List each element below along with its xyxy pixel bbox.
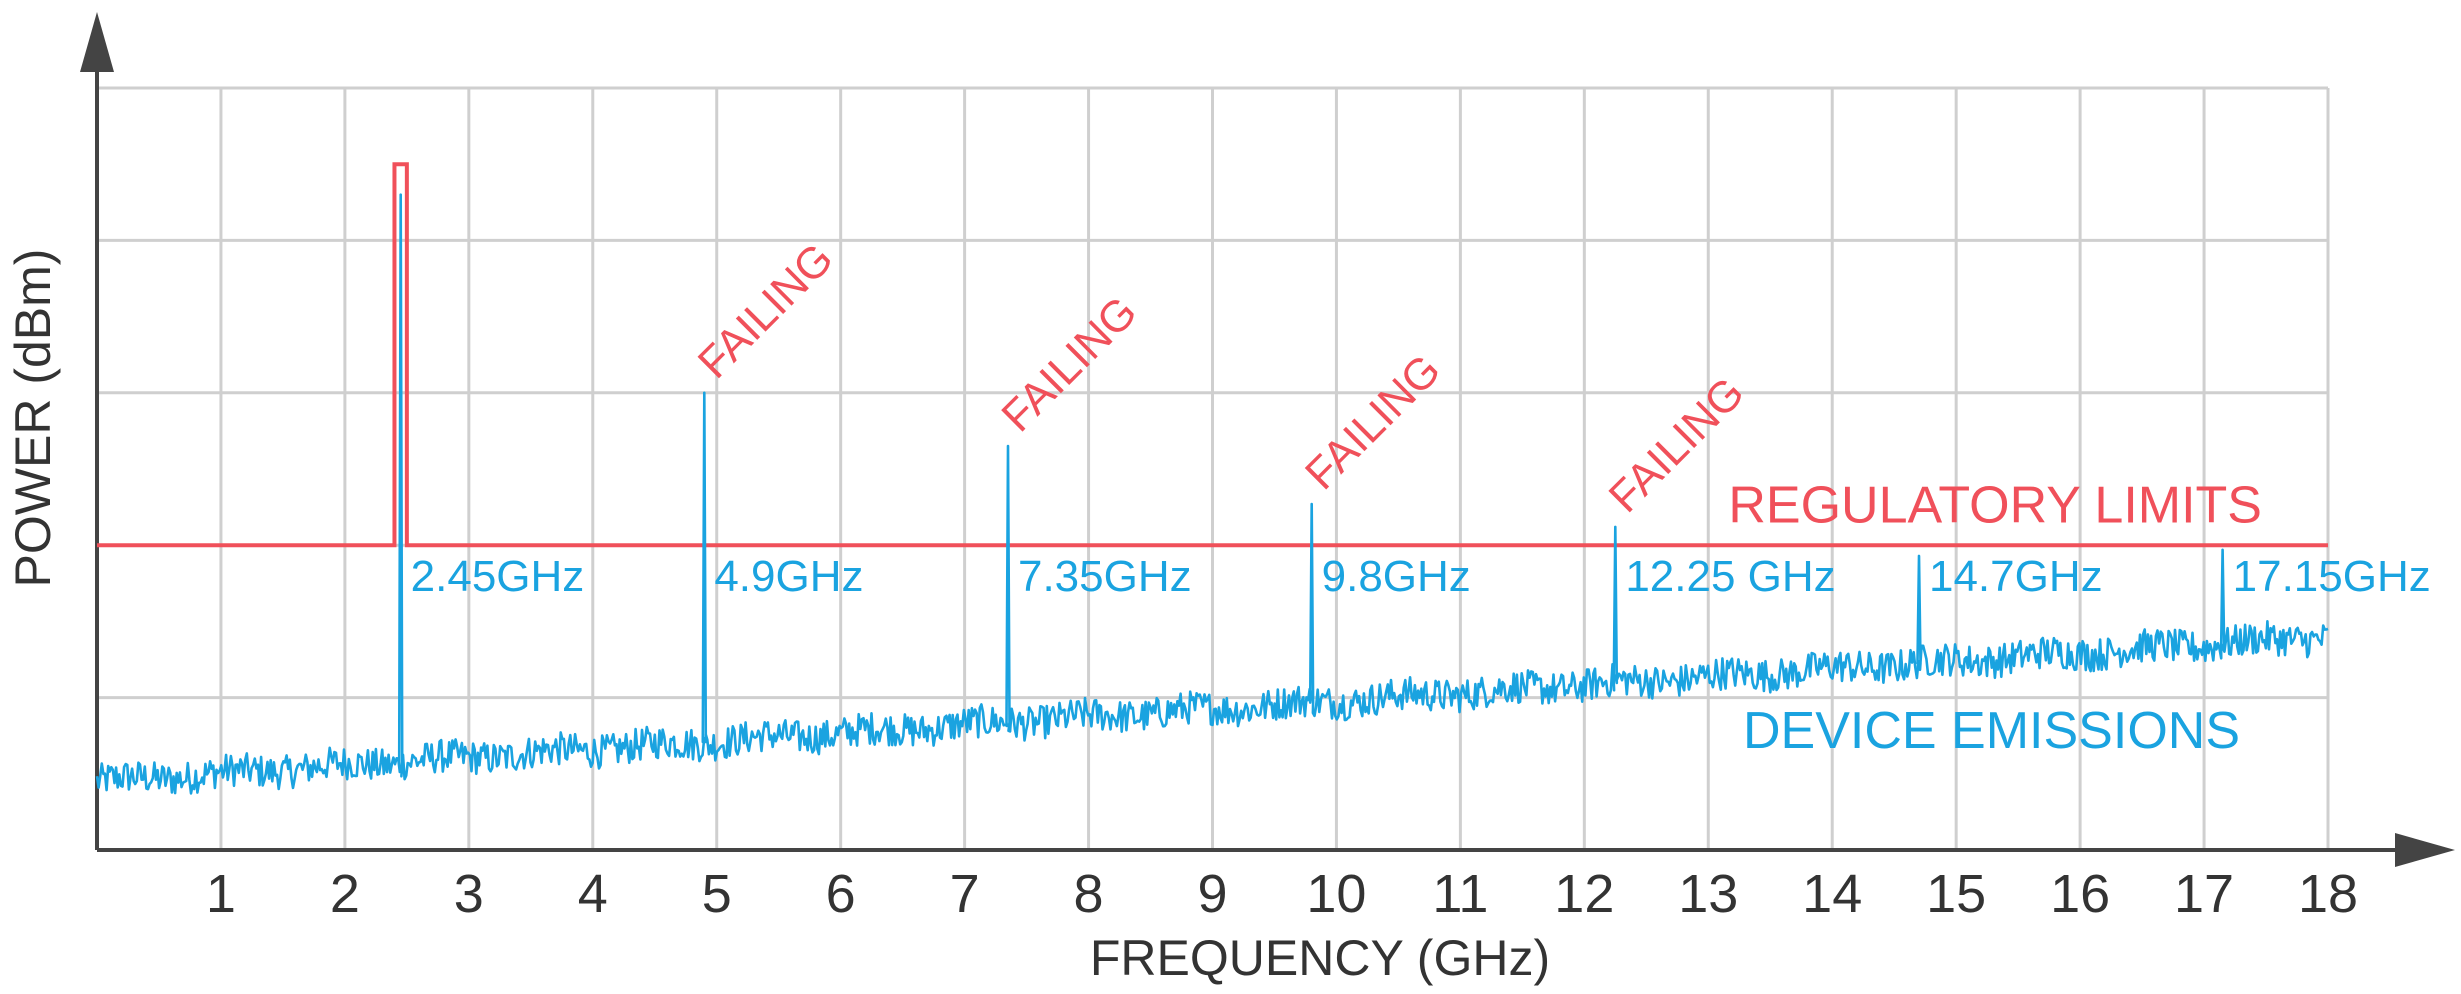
peak-label: 2.45GHz — [411, 552, 585, 601]
x-tick-label: 11 — [1432, 864, 1488, 924]
x-tick-label: 9 — [1197, 864, 1227, 924]
x-tick-labels: 1 2 3 4 5 6 7 8 9 10 11 12 13 14 15 16 17 18 — [206, 864, 2358, 924]
regulatory-limits-line — [97, 162, 2328, 548]
device-emissions-series — [95, 193, 2329, 795]
x-tick-label: 14 — [1802, 864, 1862, 924]
peak-label: 9.8GHz — [1322, 552, 1471, 601]
x-tick-label: 6 — [826, 864, 856, 924]
annotations: 2.45GHz 4.9GHz FAILING 7.35GHz FAILING 9.8GHz… — [411, 234, 2431, 760]
failing-label: FAILING — [689, 234, 843, 388]
regulatory-limits-series — [97, 162, 2328, 548]
x-tick-label: 7 — [950, 864, 980, 924]
x-tick-label: 8 — [1074, 864, 1104, 924]
x-tick-label: 18 — [2298, 864, 2358, 924]
x-tick-label: 3 — [454, 864, 484, 924]
x-axis-arrow — [2395, 833, 2455, 867]
x-tick-label: 10 — [1306, 864, 1366, 924]
y-axis-label: POWER (dBm) — [5, 249, 61, 588]
grid — [97, 86, 2330, 850]
failing-label: FAILING — [992, 287, 1146, 441]
x-tick-label: 5 — [702, 864, 732, 924]
x-tick-label: 1 — [206, 864, 236, 924]
x-tick-label: 17 — [2174, 864, 2234, 924]
x-tick-label: 15 — [1926, 864, 1986, 924]
x-tick-label: 12 — [1554, 864, 1614, 924]
x-tick-label: 2 — [330, 864, 360, 924]
x-axis-label: FREQUENCY (GHz) — [1090, 930, 1550, 986]
x-tick-label: 13 — [1678, 864, 1738, 924]
peak-label: 14.7GHz — [1929, 552, 2103, 601]
peak-label: 7.35GHz — [1018, 552, 1192, 601]
device-emissions-label: DEVICE EMISSIONS — [1743, 702, 2240, 760]
regulatory-limits-label: REGULATORY LIMITS — [1728, 476, 2262, 534]
peak-label: 12.25 GHz — [1625, 552, 1835, 601]
device-emissions-line — [95, 193, 2329, 795]
peak-label: 17.15GHz — [2233, 552, 2431, 601]
axes — [80, 12, 2455, 867]
failing-label: FAILING — [1296, 345, 1450, 499]
peak-label: 4.9GHz — [714, 552, 863, 601]
x-tick-label: 16 — [2050, 864, 2110, 924]
y-axis-arrow — [80, 12, 114, 72]
x-tick-label: 4 — [578, 864, 608, 924]
